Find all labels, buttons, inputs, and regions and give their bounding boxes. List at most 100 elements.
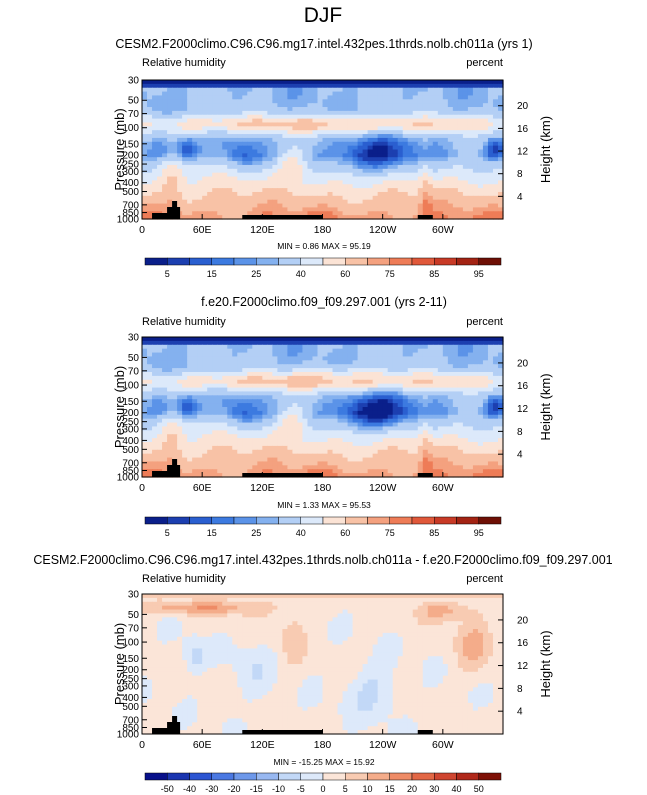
field-cell xyxy=(182,141,188,147)
field-cell xyxy=(397,172,404,178)
field-cell xyxy=(492,188,499,193)
field-cell xyxy=(152,99,158,104)
field-cell xyxy=(317,403,324,408)
field-cell xyxy=(217,379,223,385)
field-cell xyxy=(487,438,494,443)
field-cell xyxy=(202,95,208,100)
field-cell xyxy=(232,199,238,205)
field-cell xyxy=(362,134,369,139)
field-cell xyxy=(377,161,384,166)
field-cell xyxy=(497,445,504,451)
field-cell xyxy=(427,337,434,342)
field-cell xyxy=(277,83,283,89)
field-cell xyxy=(437,107,444,112)
field-cell xyxy=(342,399,349,404)
field-cell xyxy=(422,407,429,412)
field-cell xyxy=(277,438,283,443)
field-cell xyxy=(212,410,218,416)
field-cell xyxy=(467,141,474,147)
field-cell xyxy=(222,407,228,412)
field-cell xyxy=(427,344,434,350)
field-cell xyxy=(172,379,178,385)
field-cell xyxy=(387,130,394,135)
field-cell xyxy=(277,184,283,189)
field-cell xyxy=(172,375,178,381)
field-cell xyxy=(282,103,288,108)
field-cell xyxy=(447,157,454,162)
field-cell xyxy=(177,99,183,104)
field-cell xyxy=(207,387,213,393)
field-cell xyxy=(297,118,304,124)
field-cell xyxy=(462,391,469,396)
field-cell xyxy=(257,110,263,116)
field-cell xyxy=(417,422,424,428)
field-cell xyxy=(292,372,299,377)
field-cell xyxy=(347,188,354,193)
field-cell xyxy=(297,207,304,212)
field-cell xyxy=(417,83,424,89)
field-cell xyxy=(242,453,248,459)
field-cell xyxy=(437,438,444,443)
field-cell xyxy=(357,215,364,220)
field-cell xyxy=(172,83,178,89)
field-cell xyxy=(342,372,349,377)
field-cell xyxy=(412,199,419,205)
field-cell xyxy=(437,118,444,124)
field-cell xyxy=(202,172,208,178)
field-cell xyxy=(487,176,494,181)
field-cell xyxy=(277,180,283,185)
field-cell xyxy=(157,430,163,435)
field-cell xyxy=(152,157,158,162)
field-cell xyxy=(372,83,379,89)
field-cell xyxy=(412,130,419,135)
field-cell xyxy=(302,153,309,158)
field-cell xyxy=(177,107,183,112)
field-cell xyxy=(362,337,369,342)
field-cell xyxy=(367,180,374,185)
field-cell xyxy=(222,340,228,346)
field-cell xyxy=(232,360,238,365)
field-cell xyxy=(212,207,218,212)
field-cell xyxy=(327,387,334,393)
field-cell xyxy=(212,356,218,361)
field-cell xyxy=(442,379,449,385)
field-cell xyxy=(162,126,168,131)
field-cell xyxy=(192,176,198,181)
field-cell xyxy=(242,103,248,108)
field-cell xyxy=(212,379,218,385)
field-cell xyxy=(322,453,329,459)
field-cell xyxy=(432,399,439,404)
field-cell xyxy=(487,149,494,154)
field-cell xyxy=(307,360,314,365)
field-cell xyxy=(157,395,163,400)
field-cell xyxy=(487,168,494,174)
field-cell xyxy=(212,130,218,135)
field-cell xyxy=(282,188,288,193)
field-cell xyxy=(402,188,409,193)
field-cell xyxy=(442,172,449,178)
y-tick-right-label: 8 xyxy=(517,169,523,180)
field-cell xyxy=(262,80,268,85)
field-cell xyxy=(232,391,238,396)
field-cell xyxy=(462,141,469,147)
field-cell xyxy=(407,211,414,216)
field-cell xyxy=(302,199,309,205)
field-cell xyxy=(457,379,464,385)
field-cell xyxy=(227,95,233,100)
field-cell xyxy=(357,375,364,381)
field-cell xyxy=(392,91,399,97)
field-cell xyxy=(252,403,258,408)
field-cell xyxy=(172,164,178,170)
field-cell xyxy=(382,161,389,166)
field-cell xyxy=(162,337,168,342)
field-cell xyxy=(467,149,474,154)
field-cell xyxy=(207,203,213,209)
field-cell xyxy=(267,161,273,166)
field-cell xyxy=(347,438,354,443)
field-cell xyxy=(452,176,459,181)
field-cell xyxy=(482,180,489,185)
field-cell xyxy=(152,387,158,393)
field-cell xyxy=(197,87,203,93)
field-cell xyxy=(247,137,253,143)
field-cell xyxy=(197,126,203,131)
